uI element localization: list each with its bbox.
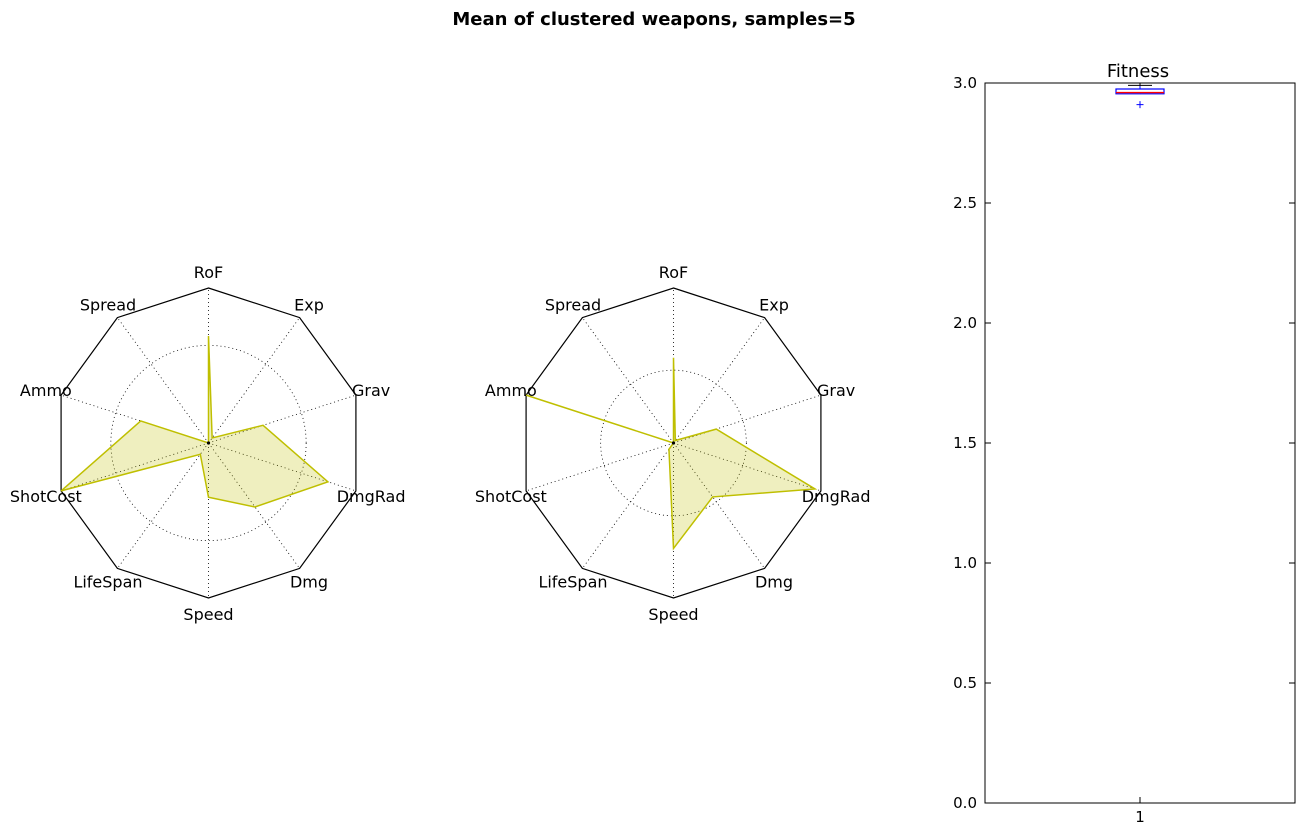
- radar-axis-label: ShotCost: [475, 487, 547, 506]
- radar-axis-label: Exp: [759, 296, 789, 315]
- boxplot-y-ticks: 0.0 0.5 1.0 1.5 2.0 2.5 3.0: [953, 74, 1295, 812]
- radar-axis-label: ShotCost: [10, 487, 82, 506]
- radar-axis-label: Speed: [648, 605, 698, 624]
- radar-axis-label: DmgRad: [802, 487, 871, 506]
- radar-axis-label: RoF: [194, 263, 223, 282]
- radar-center: [671, 441, 676, 445]
- radar-spoke: [582, 442, 674, 569]
- box-iqr: [1115, 88, 1165, 95]
- y-tick-label: 3.0: [953, 74, 977, 92]
- radar-frame: [525, 287, 822, 599]
- y-tick-label: 2.0: [953, 314, 977, 332]
- boxplot-title: Fitness: [1107, 61, 1169, 82]
- y-tick-label: 1.5: [953, 434, 977, 452]
- y-tick-label: 1.0: [953, 554, 977, 572]
- boxplot-x-ticks: 1: [1135, 83, 1145, 826]
- radar-axis-label: Spread: [80, 296, 136, 315]
- radar-series-polygon: [525, 357, 818, 551]
- radar-spoke: [673, 317, 765, 444]
- radar-chart-2: RoF Exp Grav DmgRad Dmg Speed LifeSpan ShotCost…: [475, 263, 871, 624]
- radar-axis-label: LifeSpan: [538, 572, 607, 591]
- radar-axis-label: Exp: [294, 296, 324, 315]
- boxplot-marks: [1115, 84, 1165, 109]
- radar-axis-label: Spread: [545, 296, 601, 315]
- radar-center: [206, 441, 211, 445]
- radar-spoke: [208, 317, 300, 444]
- boxplot-frame: [984, 82, 1296, 804]
- radar-axis-label: RoF: [659, 263, 688, 282]
- radar-spoke: [525, 442, 674, 492]
- radar-grid-ring: [600, 369, 747, 517]
- radar-series-polygon: [60, 336, 330, 508]
- radar-axis-label: LifeSpan: [73, 572, 142, 591]
- radar-axis-label: Ammo: [20, 381, 72, 400]
- y-tick-label: 0.0: [953, 794, 977, 812]
- y-tick-label: 2.5: [953, 194, 977, 212]
- box-outlier: [1136, 101, 1144, 109]
- figure-title: Mean of clustered weapons, samples=5: [452, 9, 855, 30]
- radar-spoke: [582, 317, 674, 444]
- radar-chart-1: RoF Exp Grav DmgRad Dmg Speed LifeSpan ShotCost…: [10, 263, 406, 624]
- radar-axis-label: Speed: [183, 605, 233, 624]
- x-tick-label: 1: [1135, 808, 1145, 826]
- radar-frame: [60, 287, 357, 599]
- y-tick-label: 0.5: [953, 674, 977, 692]
- radar-axis-label: DmgRad: [337, 487, 406, 506]
- fitness-boxplot: Fitness 0.0 0.5 1.0 1.5 2.0 2.5 3.0 1: [953, 61, 1296, 826]
- radar-axis-label: Dmg: [290, 572, 328, 591]
- radar-axis-label: Ammo: [485, 381, 537, 400]
- radar-axis-label: Grav: [817, 381, 855, 400]
- radar-grid-ring: [110, 344, 307, 542]
- radar-axis-label: Dmg: [755, 572, 793, 591]
- radar-spoke: [117, 317, 209, 444]
- radar-axis-label: Grav: [352, 381, 390, 400]
